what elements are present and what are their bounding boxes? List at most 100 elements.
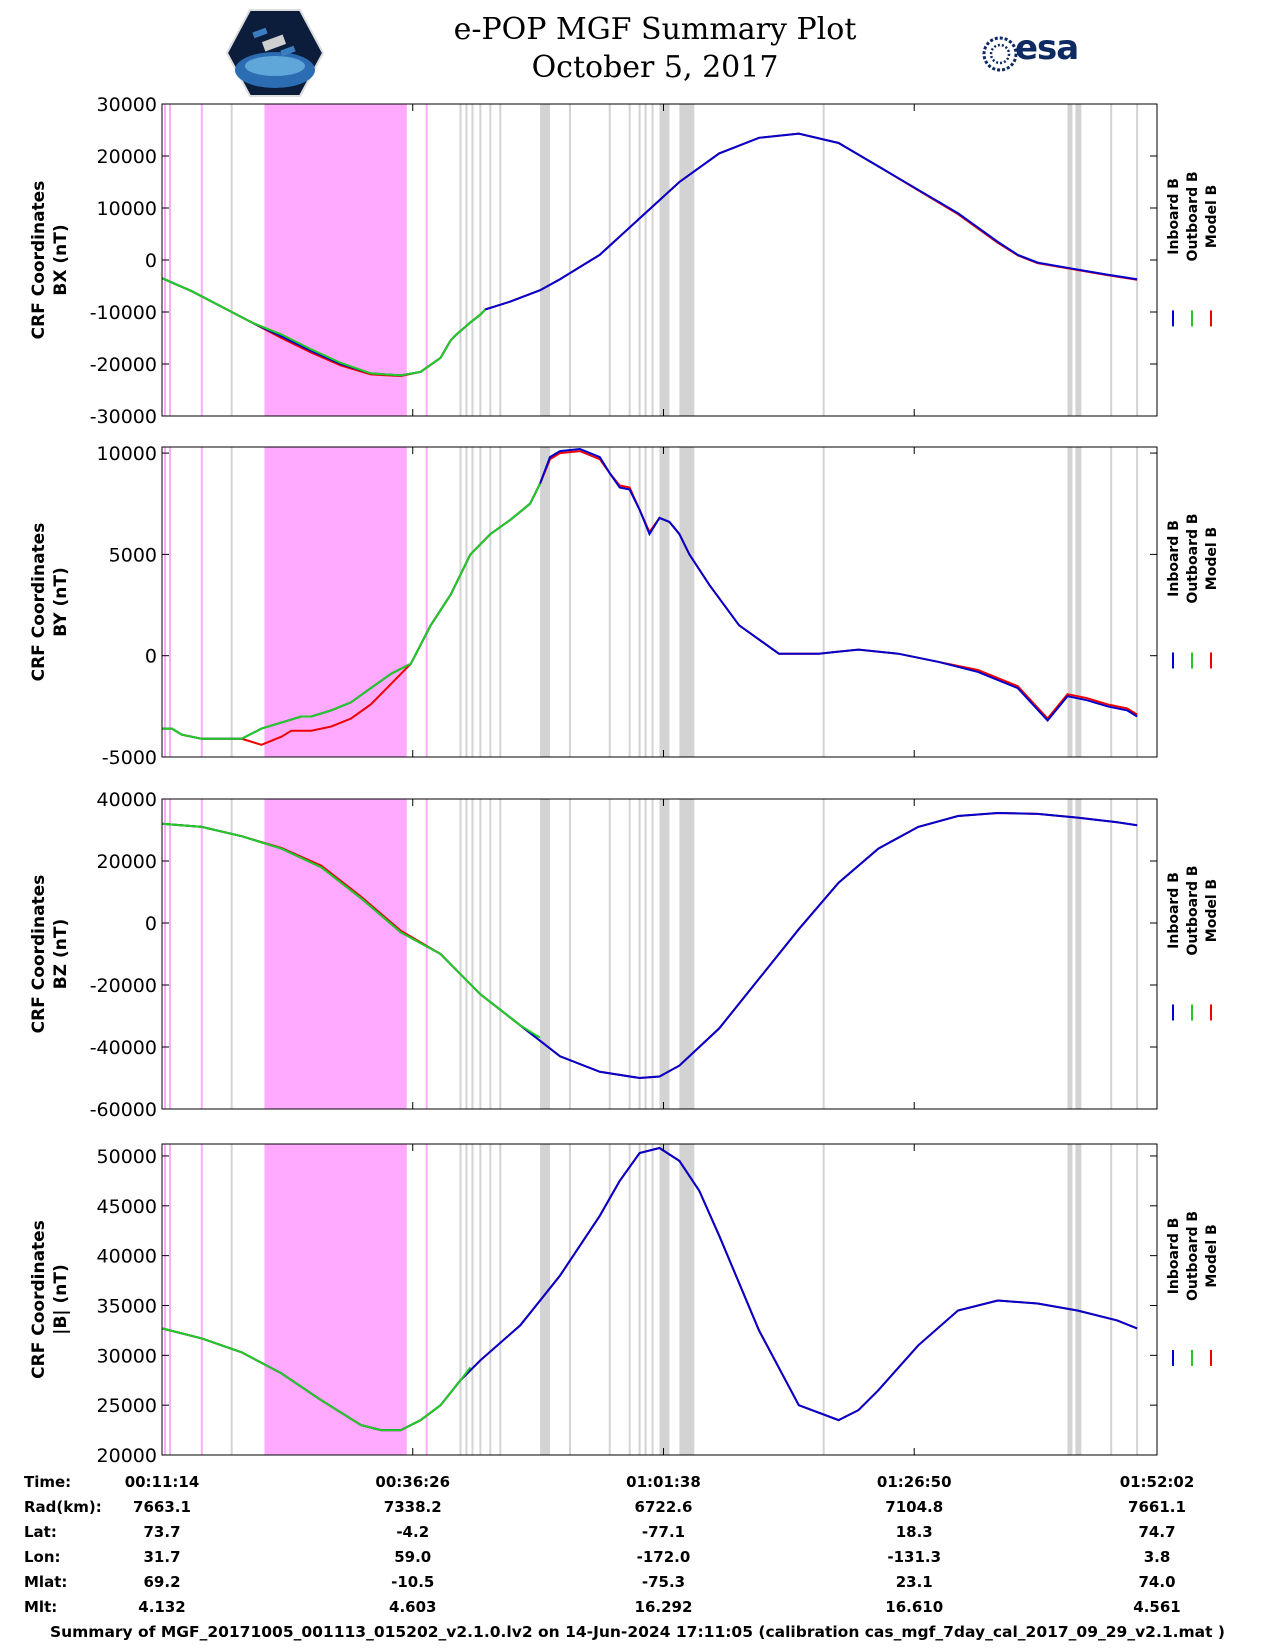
series-line-outboard-b <box>161 1327 472 1432</box>
info-cell: 7104.8 <box>885 1498 944 1516</box>
info-cell: -4.2 <box>396 1523 430 1541</box>
y-tick-label: -5000 <box>102 747 157 769</box>
info-cell: 01:52:02 <box>1119 1473 1195 1491</box>
gray-band <box>1075 1144 1082 1455</box>
info-cell: 6722.6 <box>634 1498 693 1516</box>
gray-band <box>1067 1144 1073 1455</box>
y-tick-label: 20000 <box>97 146 157 168</box>
info-cell: 3.8 <box>1143 1548 1171 1566</box>
y-tick-label: 0 <box>145 646 157 668</box>
info-cell: 4.132 <box>138 1598 186 1616</box>
y-tick-label: -20000 <box>90 975 157 997</box>
y-tick-label: 20000 <box>97 851 157 873</box>
gray-band <box>540 799 551 1109</box>
y-axis-label-line2: BY (nT) <box>51 567 71 637</box>
y-axis-label-line2: BZ (nT) <box>51 919 71 989</box>
gray-band <box>659 447 670 757</box>
panel-frame <box>161 446 1158 758</box>
info-cell: 16.292 <box>634 1598 693 1616</box>
y-tick-label: 30000 <box>97 94 157 116</box>
gray-band <box>679 104 695 416</box>
plot-footer: Summary of MGF_20171005_001113_015202_v2… <box>49 1623 1226 1641</box>
legend-label: Model B <box>1204 185 1220 248</box>
panel-frame <box>161 798 1158 1110</box>
gray-band <box>659 799 670 1109</box>
magenta-band <box>264 104 407 416</box>
legend-label: Outboard B <box>1185 865 1201 955</box>
info-row-label: Rad(km): <box>24 1498 102 1516</box>
info-row-label: Mlat: <box>24 1573 68 1591</box>
y-axis-label-line1: CRF Coordinates <box>29 523 49 682</box>
legend-label: Model B <box>1204 1224 1220 1287</box>
legend-label: Inboard B <box>1166 178 1182 255</box>
magenta-band <box>264 1144 407 1455</box>
esa-logo-icon <box>982 36 1018 72</box>
info-cell: 4.603 <box>389 1598 437 1616</box>
magenta-band <box>264 447 407 757</box>
y-tick-label: 30000 <box>97 1345 157 1367</box>
y-axis-label-line1: CRF Coordinates <box>29 181 49 340</box>
gray-band <box>1067 799 1073 1109</box>
legend-label: Model B <box>1204 527 1220 590</box>
gray-band <box>1067 447 1073 757</box>
gray-band <box>1067 104 1073 416</box>
gray-band <box>540 104 551 416</box>
legend-label: Outboard B <box>1185 171 1201 261</box>
info-cell: -10.5 <box>391 1573 435 1591</box>
info-cell: 31.7 <box>143 1548 181 1566</box>
info-cell: 18.3 <box>895 1523 933 1541</box>
info-cell: -172.0 <box>636 1548 691 1566</box>
series-line-inboard-b <box>161 132 1138 377</box>
y-tick-label: 50000 <box>97 1146 157 1168</box>
y-tick-label: -20000 <box>90 354 157 376</box>
info-cell: 59.0 <box>394 1548 432 1566</box>
info-cell: 7663.1 <box>133 1498 191 1516</box>
info-cell: 00:36:26 <box>375 1473 451 1491</box>
y-tick-label: 40000 <box>97 789 157 811</box>
y-tick-label: -60000 <box>90 1099 157 1121</box>
y-tick-label: 20000 <box>97 1445 157 1467</box>
series-line-outboard-b <box>162 483 541 740</box>
y-tick-label: 35000 <box>97 1295 157 1317</box>
esa-logo-text: esa <box>1015 28 1079 68</box>
y-tick-label: 25000 <box>97 1395 157 1417</box>
y-axis-label-line1: CRF Coordinates <box>29 1220 49 1379</box>
gray-band <box>1075 799 1082 1109</box>
y-tick-label: 5000 <box>109 544 157 566</box>
info-cell: 74.7 <box>1138 1523 1176 1541</box>
gray-band <box>679 1144 695 1455</box>
gray-band <box>679 799 695 1109</box>
info-cell: 23.1 <box>895 1573 933 1591</box>
info-cell: -77.1 <box>641 1523 686 1541</box>
info-cell: 00:11:14 <box>124 1473 200 1491</box>
info-cell: 69.2 <box>143 1573 181 1591</box>
panel-frame <box>161 1143 1158 1456</box>
y-tick-label: -30000 <box>90 406 157 428</box>
y-axis-label-line2: BX (nT) <box>51 224 71 295</box>
legend-label: Model B <box>1204 879 1220 942</box>
info-cell: 01:01:38 <box>626 1473 701 1491</box>
info-row-label: Lat: <box>24 1523 57 1541</box>
gray-band <box>659 104 670 416</box>
info-cell: -131.3 <box>887 1548 942 1566</box>
info-cell: 4.561 <box>1133 1598 1181 1616</box>
info-cell: 16.610 <box>885 1598 944 1616</box>
plot-title-line1: e-POP MGF Summary Plot <box>453 12 857 47</box>
info-cell: 73.7 <box>143 1523 181 1541</box>
info-cell: 74.0 <box>1138 1573 1176 1591</box>
series-line-outboard-b <box>161 277 487 377</box>
y-tick-label: 0 <box>145 250 157 272</box>
gray-band <box>540 1144 551 1455</box>
y-tick-label: 45000 <box>97 1196 157 1218</box>
info-row-label: Lon: <box>24 1548 61 1566</box>
legend-label: Inboard B <box>1166 1218 1182 1295</box>
info-row-label: Time: <box>24 1473 72 1491</box>
y-tick-label: 40000 <box>97 1246 157 1268</box>
info-cell: 01:26:50 <box>876 1473 952 1491</box>
legend-label: Inboard B <box>1166 520 1182 597</box>
gray-band <box>540 447 551 757</box>
series-line-outboard-b <box>161 822 541 1039</box>
info-row-label: Mlt: <box>24 1598 58 1616</box>
gray-band <box>679 447 695 757</box>
